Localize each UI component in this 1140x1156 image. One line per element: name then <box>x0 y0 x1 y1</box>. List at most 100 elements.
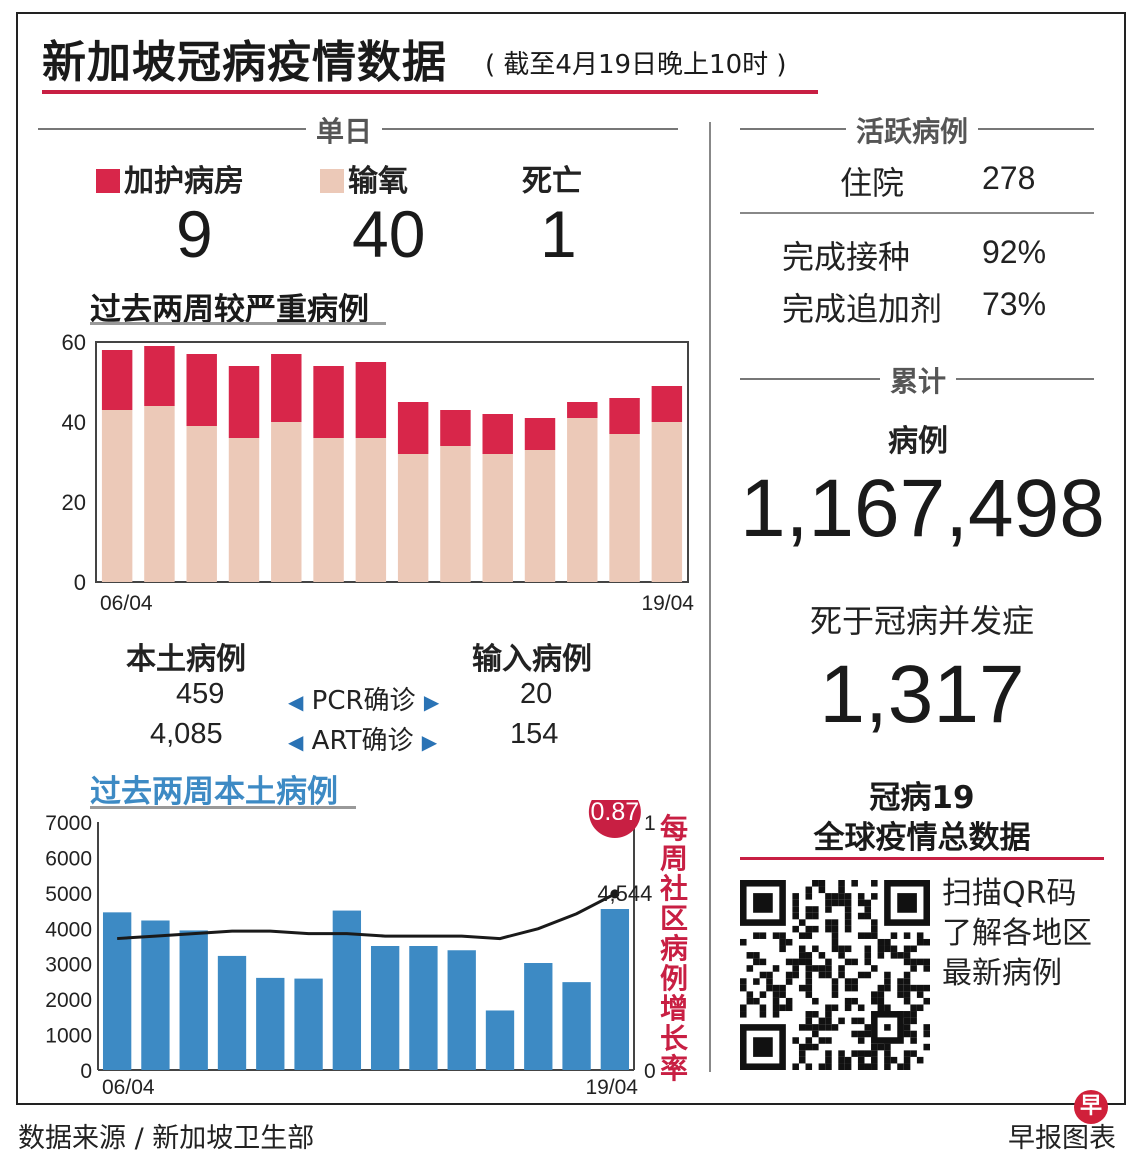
y-tick-label: 1000 <box>45 1025 92 1048</box>
qr-module <box>903 984 911 992</box>
qr-module <box>805 952 813 959</box>
qr-code[interactable] <box>740 880 930 1070</box>
qr-module <box>871 991 878 998</box>
qr-module <box>831 991 839 998</box>
qr-module <box>844 945 852 953</box>
qr-module <box>864 945 872 953</box>
qr-module <box>884 945 891 953</box>
qr-module <box>798 1050 806 1057</box>
qr-module <box>857 1037 865 1044</box>
qr-module <box>871 1050 878 1057</box>
qr-module <box>903 932 911 939</box>
vaccination-value: 92% <box>982 234 1047 270</box>
qr-module <box>871 925 878 933</box>
bar-oxygen <box>524 450 556 582</box>
qr-module <box>759 958 767 966</box>
qr-module <box>792 1063 799 1070</box>
qr-module <box>864 1024 872 1031</box>
qr-module <box>838 893 845 900</box>
qr-module <box>759 1011 767 1018</box>
qr-module <box>857 1063 865 1070</box>
qr-module <box>812 880 819 887</box>
qr-module <box>903 1011 911 1018</box>
qr-module <box>798 932 806 939</box>
bar-oxygen <box>567 418 598 582</box>
qr-module <box>825 965 832 972</box>
qr-module <box>740 984 747 992</box>
qr-module <box>805 958 813 966</box>
qr-module <box>825 1063 832 1070</box>
qr-module <box>838 880 845 887</box>
qr-module <box>766 984 773 992</box>
qr-module <box>884 984 891 992</box>
qr-module <box>779 1004 786 1012</box>
growth-rate-badge <box>588 800 641 838</box>
qr-module <box>818 880 826 887</box>
qr-module <box>831 919 839 926</box>
qr-module <box>897 984 904 992</box>
y-tick-label: 0 <box>74 570 86 595</box>
qr-module <box>864 906 872 913</box>
qr-module <box>825 925 832 933</box>
qr-module <box>903 958 911 966</box>
qr-module <box>857 971 865 979</box>
qr-module <box>740 938 747 946</box>
qr-module <box>785 958 793 966</box>
bar-local-cases <box>409 946 438 1070</box>
qr-module <box>903 945 911 953</box>
qr-module <box>818 965 826 972</box>
booster-label: 完成追加剂 <box>782 290 943 328</box>
qr-module <box>785 938 793 946</box>
qr-module <box>851 978 858 985</box>
qr-module <box>916 1004 924 1012</box>
qr-module <box>759 932 767 939</box>
qr-module <box>746 997 754 1005</box>
qr-finder <box>753 893 773 913</box>
qr-module <box>805 932 813 939</box>
qr-module <box>838 1056 845 1064</box>
global-title-line2: 全球疫情总数据 <box>813 820 1031 856</box>
qr-module <box>785 997 793 1005</box>
cumulative-deaths-label: 死于冠病并发症 <box>809 602 1034 640</box>
qr-module <box>805 886 813 894</box>
qr-module <box>877 1043 885 1051</box>
qr-module <box>818 971 826 979</box>
hospital-value: 278 <box>982 160 1036 196</box>
bar-oxygen <box>228 438 260 582</box>
qr-module <box>851 1017 858 1025</box>
qr-module <box>910 958 917 966</box>
qr-module <box>805 965 813 972</box>
qr-module <box>825 1037 832 1044</box>
x-tick-label: 19/04 <box>641 592 694 615</box>
local-chart-title: 过去两周本土病例 <box>90 774 338 810</box>
qr-caption: 扫描QR码 了解各地区 最新病例 <box>942 874 1092 994</box>
local-art-value: 4,085 <box>150 718 223 750</box>
bar-oxygen <box>397 454 429 582</box>
qr-module <box>772 984 780 992</box>
qr-module <box>903 978 911 985</box>
qr-module <box>844 958 852 966</box>
qr-module <box>825 958 832 966</box>
x-tick-label: 06/04 <box>100 592 153 615</box>
qr-module <box>857 1056 865 1064</box>
bar-icu <box>271 354 302 422</box>
qr-module <box>746 965 754 972</box>
qr-module <box>864 1030 872 1038</box>
bar-local-cases <box>370 946 400 1070</box>
y-tick-label: 3000 <box>45 954 92 977</box>
qr-module <box>838 1050 845 1057</box>
vaccination-label: 完成接种 <box>782 238 911 276</box>
qr-caption-line3: 最新病例 <box>942 956 1062 991</box>
oxygen-value: 40 <box>352 197 426 271</box>
qr-module <box>753 952 760 959</box>
qr-module <box>857 932 865 939</box>
global-title-line1: 冠病19 <box>869 780 975 816</box>
qr-align <box>884 1024 891 1031</box>
qr-module <box>884 1043 891 1051</box>
bar-icu <box>397 402 429 454</box>
cumulative-cases-value: 1,167,498 <box>740 463 1105 554</box>
qr-module <box>910 945 917 953</box>
qr-module <box>877 945 885 953</box>
qr-module <box>903 1056 911 1064</box>
bar-local-cases <box>524 963 553 1070</box>
